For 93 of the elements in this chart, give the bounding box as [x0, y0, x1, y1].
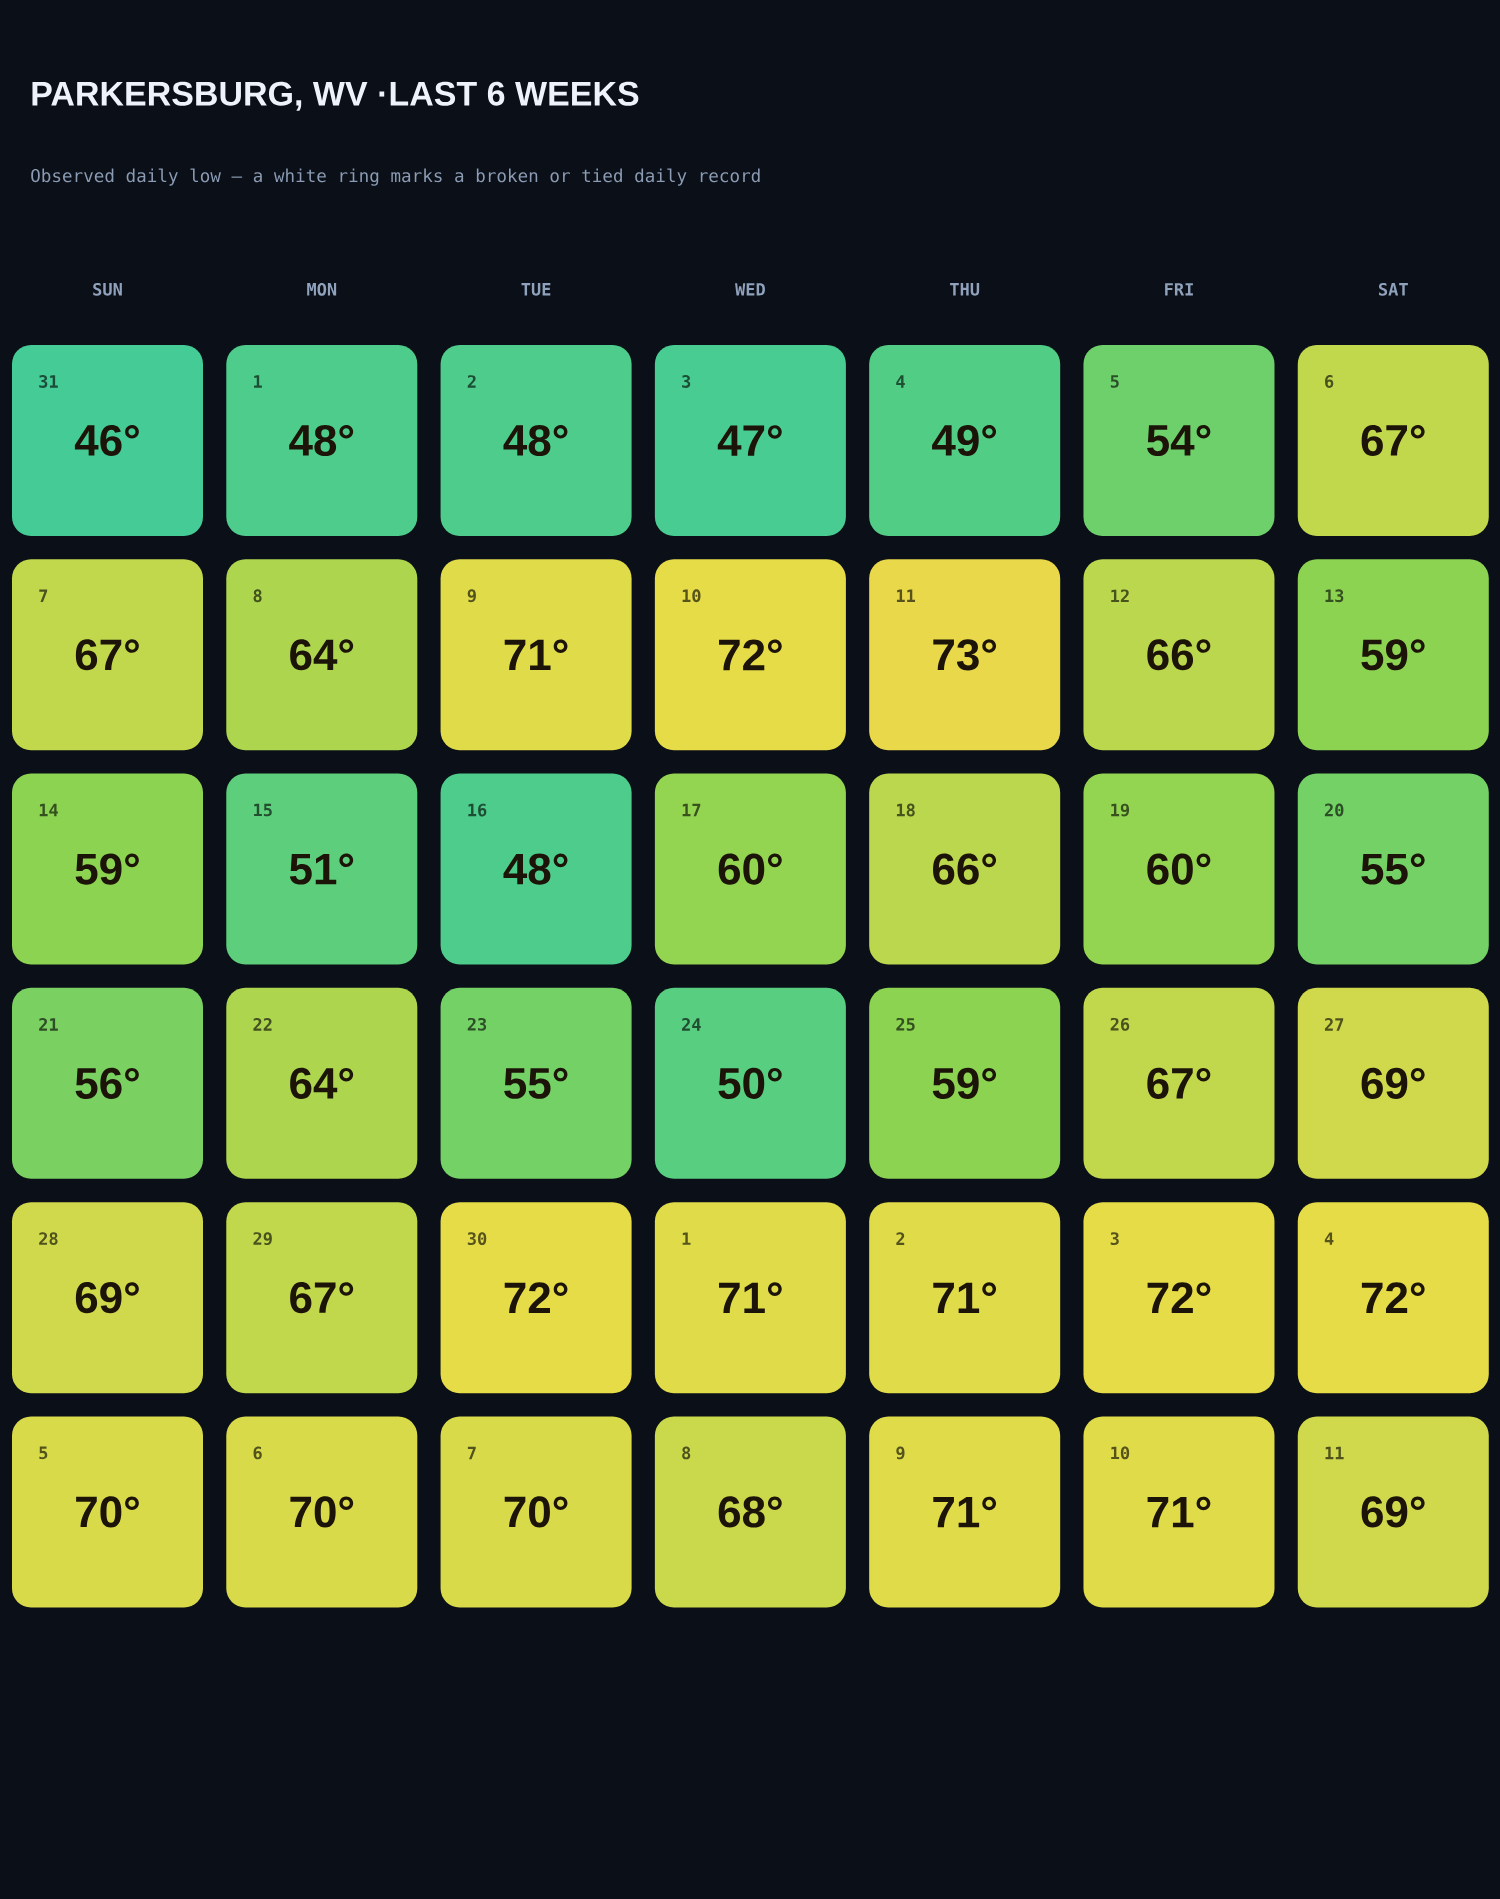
annotation: 17: [682, 803, 701, 817]
data-label: 69°: [75, 1282, 139, 1314]
data-label: 55°: [1361, 853, 1425, 885]
annotation: 27: [1324, 1018, 1343, 1031]
data-label: 66°: [1147, 639, 1211, 671]
annotation: 3: [1110, 1232, 1119, 1246]
data-label: 67°: [1147, 1067, 1211, 1099]
annotation: 11: [896, 589, 915, 602]
annotation: 7: [39, 589, 47, 602]
data-label: 64°: [289, 639, 353, 671]
annotation: 30: [467, 1232, 487, 1246]
annotation: 1: [253, 375, 262, 388]
data-label: 70°: [290, 1496, 353, 1528]
data-label: 59°: [1361, 639, 1425, 671]
annotation: 4: [1324, 1232, 1334, 1245]
annotation: 31: [39, 375, 58, 388]
annotation: 25: [896, 1017, 915, 1031]
x-tick-label: SAT: [1378, 282, 1408, 296]
data-label: 48°: [503, 853, 568, 885]
data-label: 71°: [1147, 1496, 1211, 1528]
annotation: 10: [682, 589, 701, 603]
data-label: 59°: [932, 1067, 996, 1099]
annotation: 1: [682, 1232, 691, 1245]
annotation: 22: [253, 1018, 272, 1031]
annotation: 4: [896, 375, 905, 388]
annotation: 23: [467, 1017, 486, 1031]
data-label: 71°: [933, 1496, 996, 1528]
x-tick-label: THU: [949, 283, 979, 296]
annotation: 6: [1324, 375, 1334, 388]
data-label: 60°: [1147, 853, 1211, 885]
data-label: 69°: [1361, 1496, 1425, 1528]
chart-title: PARKERSBURG, WV ·LAST 6 WEEKS: [32, 81, 639, 111]
annotation: 3: [681, 375, 690, 388]
data-label: 71°: [933, 1282, 996, 1313]
data-label: 71°: [504, 639, 568, 671]
annotation: 8: [253, 589, 262, 603]
data-label: 49°: [931, 424, 996, 457]
annotation: 11: [1325, 1446, 1344, 1460]
chart-subtitle: Observed daily low — a white ring marks a broken or tied daily record: [31, 168, 760, 186]
x-tick-label: FRI: [1164, 283, 1193, 296]
x-tick-label: TUE: [521, 283, 551, 296]
annotation: 9: [467, 589, 476, 603]
data-label: 54°: [1146, 424, 1211, 456]
annotation: 20: [1324, 803, 1344, 817]
data-label: 60°: [718, 853, 782, 885]
data-label: 68°: [718, 1496, 782, 1528]
data-label: 72°: [504, 1282, 568, 1314]
x-tick-label: WED: [734, 283, 765, 296]
annotation: 29: [253, 1232, 272, 1246]
annotation: 21: [38, 1018, 58, 1031]
annotation: 2: [467, 375, 476, 388]
data-label: 64°: [289, 1067, 353, 1099]
x-tick-label: SUN: [93, 282, 122, 296]
data-label: 56°: [75, 1067, 139, 1099]
annotation: 12: [1111, 589, 1129, 603]
data-label: 69°: [1361, 1067, 1425, 1099]
annotation: 6: [253, 1446, 262, 1460]
x-tick-label: MON: [306, 282, 336, 296]
annotation: 5: [39, 1446, 48, 1460]
annotation: 14: [39, 803, 58, 817]
annotation: 28: [38, 1232, 58, 1246]
data-label: 48°: [288, 424, 353, 457]
annotation: 18: [896, 803, 915, 817]
data-label: 47°: [717, 425, 782, 456]
annotation: 9: [896, 1446, 905, 1460]
data-label: 70°: [504, 1496, 568, 1528]
annotation: 8: [681, 1446, 691, 1460]
data-label: 72°: [718, 639, 782, 671]
annotation: 13: [1325, 589, 1344, 603]
data-label: 67°: [289, 1282, 353, 1314]
data-label: 55°: [503, 1067, 568, 1099]
data-label: 70°: [75, 1496, 139, 1528]
data-label: 59°: [75, 853, 139, 885]
annotation: 7: [467, 1446, 476, 1460]
data-label: 66°: [932, 853, 996, 885]
data-label: 46°: [74, 424, 139, 457]
annotation: 15: [253, 803, 272, 817]
data-label: 73°: [933, 639, 996, 671]
data-label: 51°: [289, 853, 353, 885]
data-label: 71°: [718, 1282, 782, 1313]
annotation: 10: [1111, 1446, 1129, 1460]
data-label: 72°: [1147, 1282, 1211, 1314]
annotation: 2: [896, 1232, 904, 1245]
annotation: 5: [1110, 375, 1119, 388]
annotation: 24: [681, 1018, 701, 1031]
data-label: 67°: [75, 639, 139, 671]
data-label: 48°: [503, 424, 568, 457]
annotation: 19: [1111, 803, 1129, 817]
annotation: 16: [468, 803, 487, 817]
annotation: 26: [1110, 1017, 1130, 1031]
data-label: 67°: [1361, 424, 1425, 457]
data-label: 50°: [718, 1067, 782, 1099]
data-label: 72°: [1361, 1282, 1425, 1314]
